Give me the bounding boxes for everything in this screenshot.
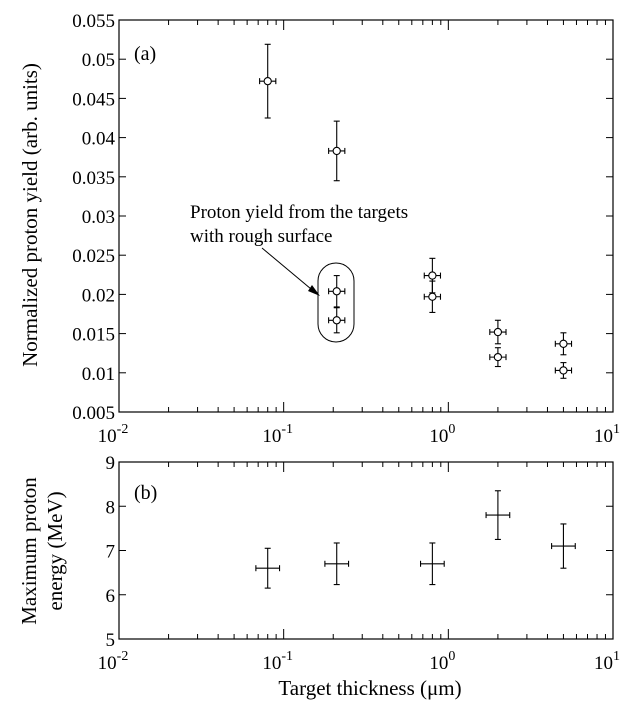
- a-y-tick-label: 0.035: [72, 168, 115, 189]
- annotation-arrow: [261, 247, 318, 295]
- a-y-tick-label: 0.055: [72, 11, 115, 32]
- a-y-tick-label: 0.02: [82, 285, 115, 306]
- b-y-tick-label: 7: [106, 542, 116, 563]
- b-x-tick-label: 100: [429, 649, 455, 674]
- b-data-point: [324, 542, 350, 586]
- panel-b-y-axis-label-line-2: energy (MeV): [43, 491, 67, 610]
- b-data-point: [419, 542, 445, 586]
- annotation-arrowhead: [308, 285, 320, 296]
- a-data-point: [554, 362, 573, 379]
- a-data-point: [554, 332, 573, 356]
- a-data-point: [489, 319, 507, 345]
- a-y-tick-label: 0.045: [72, 89, 115, 110]
- annotation-line-1: Proton yield from the targets: [190, 202, 408, 223]
- b-x-tick-label: 10-2: [98, 649, 129, 674]
- panel-b-label: (b): [134, 482, 157, 504]
- b-x-tick-label: 101: [594, 649, 620, 674]
- a-y-tick-label: 0.01: [82, 364, 115, 385]
- a-x-tick-label: 100: [429, 422, 455, 447]
- b-data-point: [255, 547, 281, 589]
- a-x-tick-label: 10-1: [262, 422, 293, 447]
- b-y-tick-label: 5: [106, 630, 116, 651]
- panel-b-frame: [118, 461, 614, 640]
- a-data-point: [328, 307, 346, 334]
- a-data-point: [423, 280, 442, 313]
- b-y-tick-label: 8: [106, 497, 116, 518]
- a-data-point: [328, 120, 346, 182]
- a-data-point: [259, 43, 277, 119]
- panel-b-points: [255, 490, 576, 589]
- panel-a-label: (a): [134, 43, 156, 65]
- a-y-tick-label: 0.04: [82, 129, 116, 150]
- b-data-point: [485, 490, 511, 540]
- panel-a-ticks: 10-2 10-1 100 101 0.005 0.01 0.015 0.02 0.025 0.0…: [72, 11, 620, 447]
- b-data-point: [551, 523, 576, 569]
- a-y-tick-label: 0.005: [72, 403, 115, 424]
- b-x-tick-label: 10-1: [262, 649, 293, 674]
- panel-a-y-axis-label: Normalized proton yield (arb. units): [18, 63, 42, 367]
- a-data-point: [328, 275, 346, 308]
- a-x-tick-label: 101: [594, 422, 620, 447]
- b-y-tick-label: 6: [106, 586, 116, 607]
- x-axis-label: Target thickness (μm): [278, 676, 461, 700]
- panel-b-y-axis-label-line-1: Maximum proton: [17, 477, 41, 625]
- a-y-tick-label: 0.05: [82, 50, 115, 71]
- panel-b-ticks: 10-2 10-1 100 101 5 6 7 8 9: [98, 453, 620, 674]
- a-y-tick-label: 0.025: [72, 246, 115, 267]
- panel-a-points: [259, 43, 573, 379]
- a-y-tick-label: 0.015: [72, 325, 115, 346]
- a-x-tick-label: 10-2: [98, 422, 129, 447]
- annotation-line-2: with rough surface: [190, 226, 332, 247]
- annotation-outline: [317, 262, 355, 343]
- a-y-tick-label: 0.03: [82, 207, 115, 228]
- panel-a: 10-2 10-1 100 101 0.005 0.01 0.015 0.02 0.025 0.0…: [18, 11, 620, 447]
- panel-b: 10-2 10-1 100 101 5 6 7 8 9 (b) Maximum proton e…: [17, 453, 620, 700]
- a-data-point: [489, 347, 507, 368]
- annotation: Proton yield from the targets with rough…: [190, 202, 408, 343]
- b-y-tick-label: 9: [106, 453, 116, 474]
